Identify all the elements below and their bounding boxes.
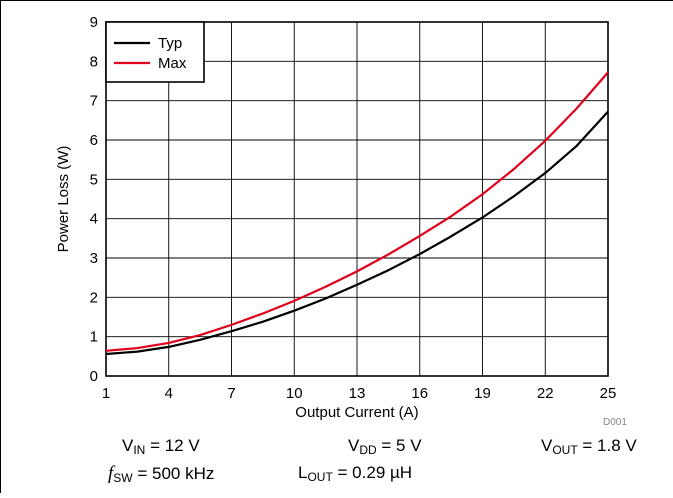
y-tick-label: 5 bbox=[90, 171, 98, 188]
legend-label-max: Max bbox=[158, 55, 187, 72]
lout-condition: LOUT = 0.29 µH bbox=[298, 463, 413, 484]
vdd-condition: VDD = 5 V bbox=[348, 436, 422, 457]
x-tick-label: 4 bbox=[165, 385, 173, 402]
y-tick-label: 3 bbox=[90, 250, 98, 267]
y-axis-label: Power Loss (W) bbox=[55, 146, 72, 253]
vin-condition: VIN = 12 V bbox=[122, 436, 200, 457]
figure-code: D001 bbox=[603, 417, 627, 428]
x-tick-label: 1 bbox=[102, 385, 110, 402]
legend-box bbox=[105, 21, 205, 83]
y-tick-label: 9 bbox=[90, 14, 98, 31]
y-tick-label: 7 bbox=[90, 93, 98, 110]
x-tick-label: 10 bbox=[286, 385, 303, 402]
y-tick-label: 6 bbox=[90, 132, 98, 149]
x-tick-label: 19 bbox=[474, 385, 491, 402]
x-tick-label: 25 bbox=[600, 385, 617, 402]
x-tick-label: 16 bbox=[411, 385, 428, 402]
series-line-max bbox=[105, 71, 609, 352]
x-tick-label: 22 bbox=[537, 385, 554, 402]
plot-area bbox=[105, 21, 609, 377]
fsw-condition: fSW = 500 kHz bbox=[108, 463, 215, 485]
y-tick-label: 4 bbox=[90, 211, 98, 228]
x-tick-label: 13 bbox=[349, 385, 366, 402]
vout-condition: VOUT = 1.8 V bbox=[541, 436, 637, 457]
y-tick-label: 8 bbox=[90, 53, 98, 70]
y-tick-label: 0 bbox=[90, 368, 98, 385]
y-tick-label: 2 bbox=[90, 289, 98, 306]
x-tick-label: 7 bbox=[227, 385, 235, 402]
y-tick-label: 1 bbox=[90, 329, 98, 346]
legend-label-typ: Typ bbox=[158, 35, 182, 52]
x-axis-label: Output Current (A) bbox=[295, 404, 418, 421]
series-line-typ bbox=[105, 110, 609, 356]
